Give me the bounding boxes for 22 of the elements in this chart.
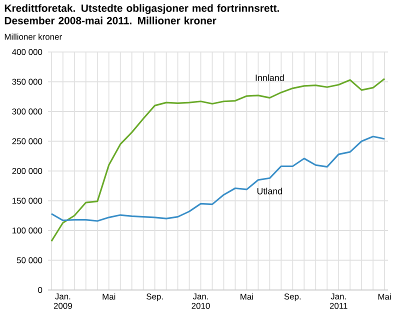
series-label: Utland — [257, 188, 282, 194]
y-tick-label: 50 000 — [16, 257, 42, 264]
x-tick-label: Jan. 2009 — [54, 294, 72, 309]
x-tick-label: Jan. 2010 — [192, 294, 210, 309]
line-series — [50, 136, 386, 222]
y-tick-label: 150 000 — [12, 198, 42, 204]
x-tick-label: Sep. — [146, 294, 163, 302]
y-tick-label: 400 000 — [12, 49, 42, 55]
x-tick-label: Sep. — [284, 294, 301, 302]
series-label: Innland — [256, 74, 284, 81]
y-axis-title: Millioner kroner — [4, 34, 62, 40]
x-tick-label: Mai — [240, 294, 253, 300]
y-tick-label: 250 000 — [12, 138, 42, 144]
x-tick-label: Mai — [378, 294, 391, 300]
y-tick-label: 200 000 — [12, 168, 42, 174]
y-tick-label: 100 000 — [12, 228, 42, 234]
y-tick-label: 0 — [38, 287, 42, 293]
x-tick-label: Mai — [102, 294, 116, 300]
x-tick-label: Jan. 2011 — [330, 294, 348, 309]
y-tick-label: 300 000 — [12, 108, 42, 114]
y-tick-label: 350 000 — [12, 78, 42, 85]
chart-title: Kredittforetak. Utstedte obligasjoner med fortrinnsrett. Desember 2008-mai 2011. Millioner kroner — [4, 4, 279, 24]
